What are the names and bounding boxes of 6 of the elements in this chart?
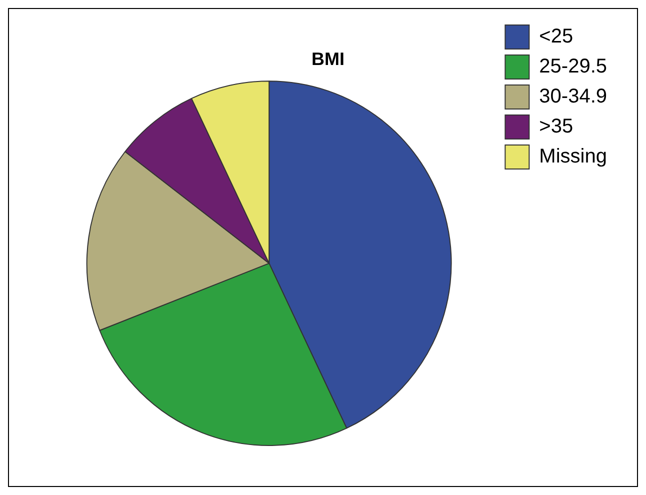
legend-label: <25 xyxy=(539,26,574,48)
legend-label: 25-29.5 xyxy=(539,56,608,78)
legend-label: >35 xyxy=(539,116,574,138)
legend-label: Missing xyxy=(539,146,607,168)
text: BMI xyxy=(312,48,344,69)
legend-label: 30-34.9 xyxy=(539,86,608,108)
